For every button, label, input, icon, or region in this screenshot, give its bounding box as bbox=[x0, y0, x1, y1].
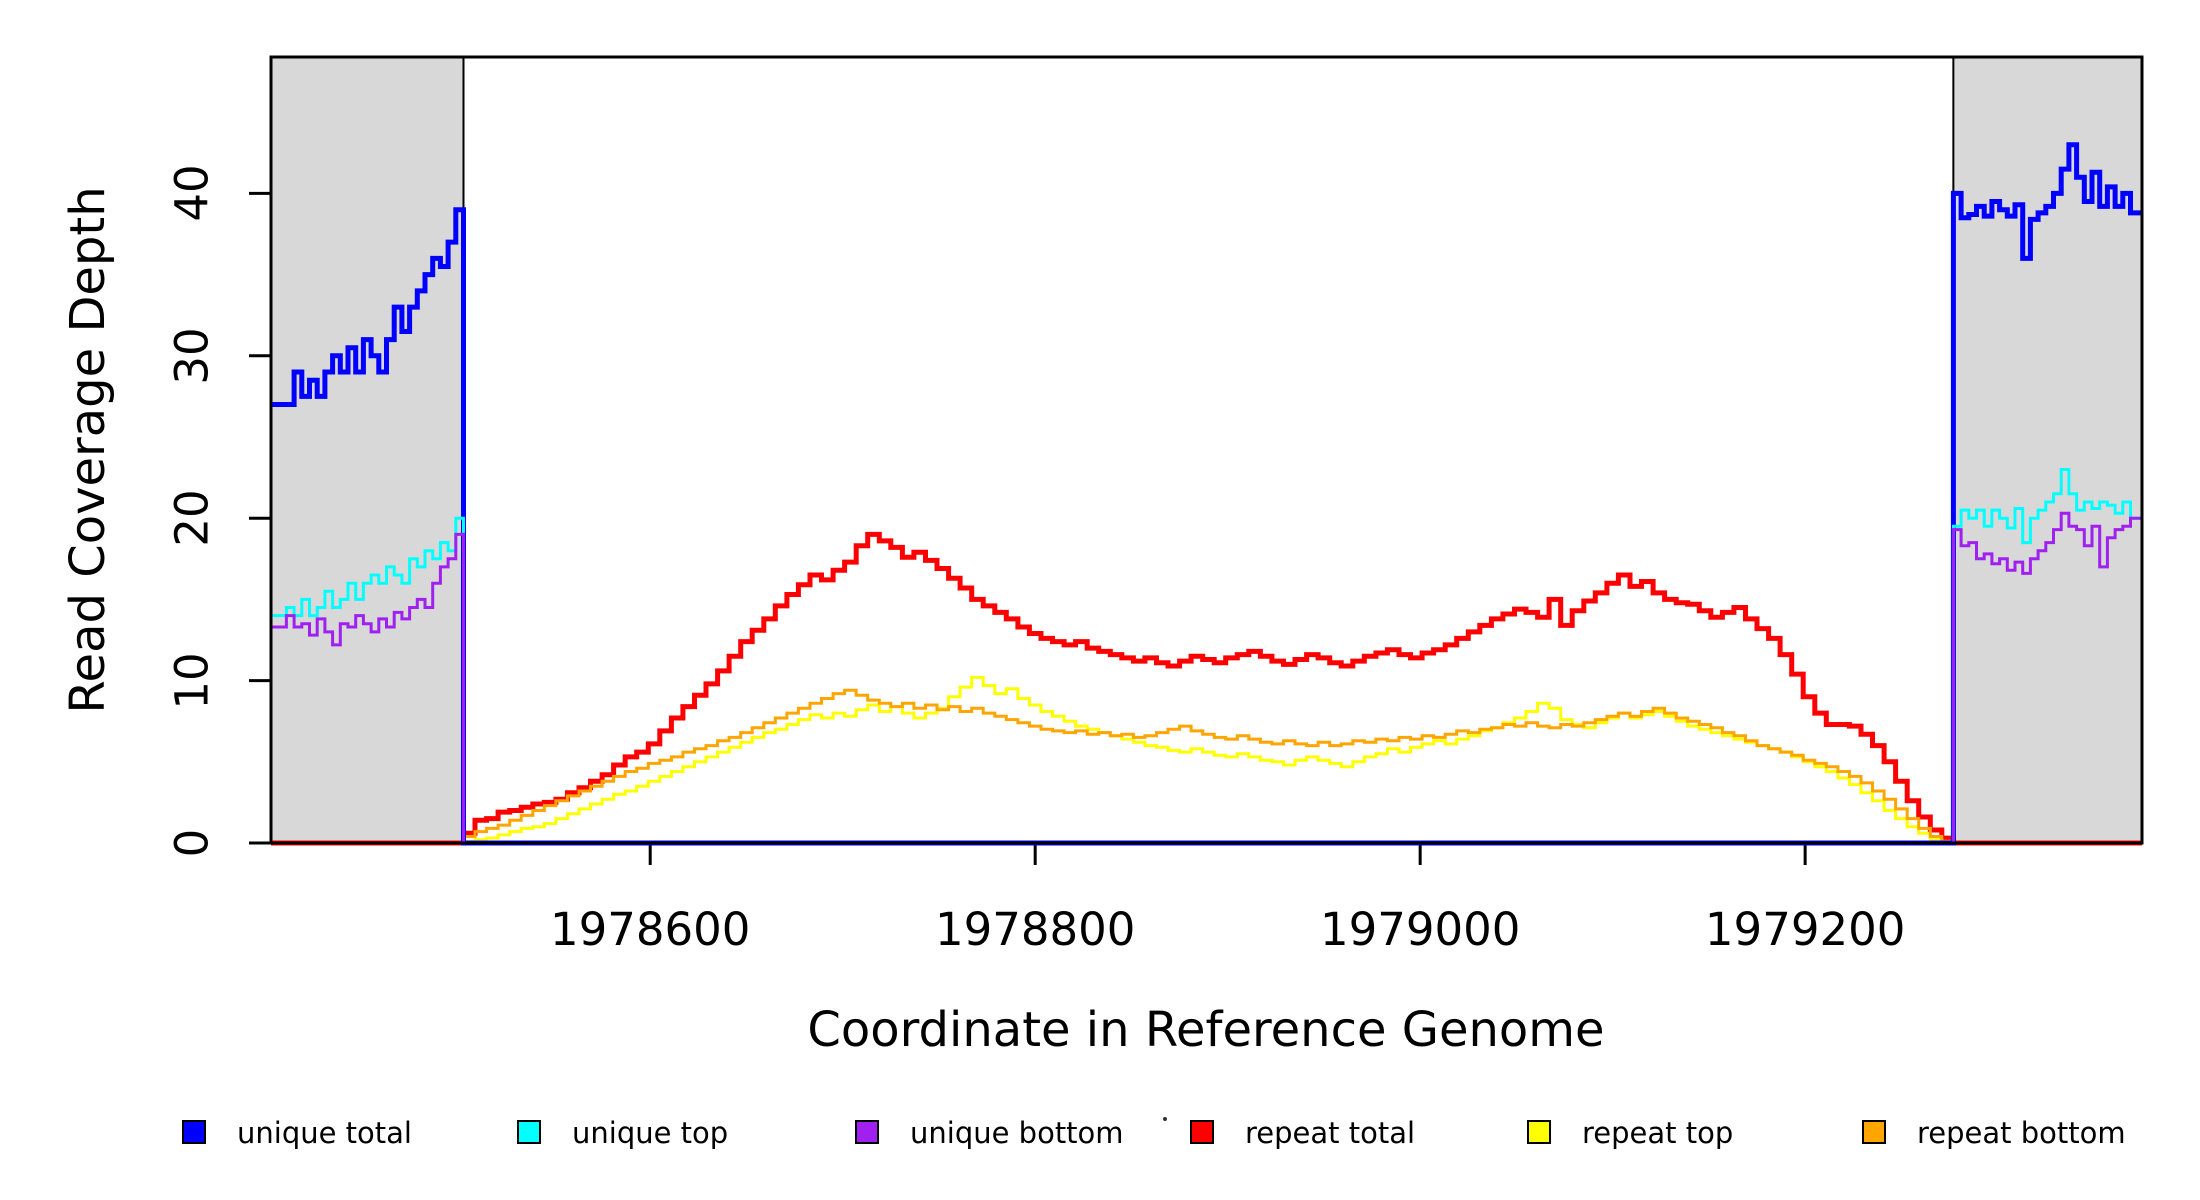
legend-swatch-icon bbox=[1190, 1120, 1214, 1144]
shaded-region-unique-flank-right bbox=[1952, 56, 2144, 844]
legend-swatch-icon bbox=[1527, 1120, 1551, 1144]
legend-label: repeat top bbox=[1582, 1116, 1734, 1150]
legend-swatch-icon bbox=[855, 1120, 879, 1144]
series-repeat-bottom bbox=[271, 688, 2142, 845]
legend-label: unique bottom bbox=[910, 1116, 1124, 1150]
series-unique-total bbox=[271, 142, 2142, 846]
plot-box bbox=[269, 55, 2144, 845]
legend-label: unique top bbox=[572, 1116, 729, 1150]
x-tick-label: 1979200 bbox=[1704, 903, 1906, 956]
legend-swatch-icon bbox=[517, 1120, 541, 1144]
y-axis-title: Read Coverage Depth bbox=[60, 186, 116, 714]
x-tick-label: 1978600 bbox=[549, 903, 751, 956]
y-tick-label: 30 bbox=[165, 327, 219, 385]
y-tick-label: 20 bbox=[165, 489, 219, 547]
series-repeat-total bbox=[271, 531, 2142, 846]
x-tick-label: 1979000 bbox=[1319, 903, 1521, 956]
shaded-region-unique-flank-left bbox=[270, 56, 465, 844]
legend-swatch-icon bbox=[1862, 1120, 1886, 1144]
y-tick-label: 0 bbox=[165, 828, 219, 858]
legend-label: repeat total bbox=[1245, 1116, 1416, 1150]
x-axis-title: Coordinate in Reference Genome bbox=[807, 1002, 1605, 1058]
stray-dot bbox=[1163, 1117, 1167, 1121]
legend-label: unique total bbox=[237, 1116, 412, 1150]
y-tick-label: 10 bbox=[165, 651, 219, 710]
series-repeat-top bbox=[271, 675, 2142, 845]
legend-label: repeat bottom bbox=[1917, 1116, 2126, 1150]
x-tick-label: 1978800 bbox=[934, 903, 1136, 956]
legend-swatch-icon bbox=[182, 1120, 206, 1144]
y-tick-label: 40 bbox=[165, 164, 219, 223]
